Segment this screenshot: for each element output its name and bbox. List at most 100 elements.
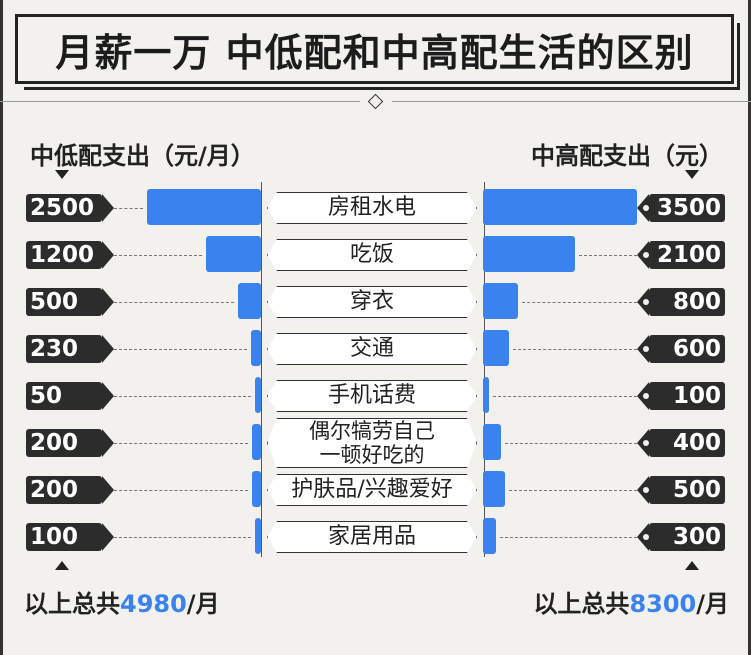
category-line: 房租水电 xyxy=(327,195,416,220)
arrow-up-right-icon xyxy=(685,561,699,570)
arrow-down-right-icon xyxy=(685,170,699,179)
right-bar xyxy=(483,518,497,554)
left-value-label: 200 xyxy=(30,430,79,456)
category-text: 家居用品 xyxy=(328,525,416,549)
right-value-label: 3500 xyxy=(656,195,721,221)
category-label: 交通 xyxy=(267,333,477,365)
right-leader xyxy=(509,490,637,491)
category-line: 家居用品 xyxy=(327,524,416,549)
category-line: 手机话费 xyxy=(327,383,416,408)
page-title: 月薪一万 中低配和中高配生活的区别 xyxy=(55,30,694,75)
category-label: 手机话费 xyxy=(267,380,477,412)
tag-hole-icon xyxy=(102,252,108,258)
tag-hole-icon xyxy=(643,534,649,540)
right-total-suffix: /月 xyxy=(696,590,729,618)
right-value-label: 2100 xyxy=(656,242,721,268)
right-value-label: 500 xyxy=(672,477,721,503)
category-line: 护肤品/兴趣爱好 xyxy=(291,477,453,502)
right-bar xyxy=(483,236,576,272)
tag-hole-icon xyxy=(102,487,108,493)
arrow-down-left-icon xyxy=(55,170,69,179)
left-value-tag: 100 xyxy=(26,523,114,551)
tag-hole-icon xyxy=(643,440,649,446)
left-bar xyxy=(250,330,261,366)
right-bar xyxy=(483,424,501,460)
right-total-value: 8300 xyxy=(629,590,697,618)
tag-hole-icon xyxy=(102,346,108,352)
right-value-tag: 100 xyxy=(637,382,725,410)
category-label: 吃饭 xyxy=(267,239,477,271)
right-bar xyxy=(483,330,510,366)
right-value-tag: 400 xyxy=(637,429,725,457)
divider-left xyxy=(0,101,360,102)
left-value-tag: 200 xyxy=(26,429,114,457)
right-bar xyxy=(483,377,489,413)
category-line: 吃饭 xyxy=(349,242,394,267)
right-value-label: 400 xyxy=(672,430,721,456)
title-box: 月薪一万 中低配和中高配生活的区别 xyxy=(15,14,740,90)
category-text: 穿衣 xyxy=(350,290,394,314)
right-leader xyxy=(493,396,637,397)
right-leader xyxy=(500,537,637,538)
category-text: 吃饭 xyxy=(350,243,394,267)
left-value-tag: 1200 xyxy=(26,241,114,269)
left-value-tag: 50 xyxy=(26,382,114,410)
category-line: 偶尔犒劳自己 xyxy=(309,419,435,443)
left-leader xyxy=(114,208,143,209)
right-value-label: 100 xyxy=(672,383,721,409)
left-value-label: 2500 xyxy=(30,195,95,221)
chart-row: 200 400 偶尔犒劳自己 一顿好吃的 xyxy=(0,422,751,462)
right-value-label: 300 xyxy=(672,524,721,550)
category-label: 房租水电 xyxy=(267,192,477,224)
chart-row: 1200 2100 吃饭 xyxy=(0,234,751,274)
right-value-label: 800 xyxy=(672,289,721,315)
left-leader xyxy=(114,302,235,303)
left-value-label: 100 xyxy=(30,524,79,550)
tag-hole-icon xyxy=(102,299,108,305)
right-value-tag: 500 xyxy=(637,476,725,504)
left-leader xyxy=(114,255,203,256)
category-text: 护肤品/兴趣爱好 xyxy=(291,478,452,502)
right-bar xyxy=(483,471,505,507)
right-leader xyxy=(579,255,637,256)
right-value-tag: 800 xyxy=(637,288,725,316)
right-value-tag: 300 xyxy=(637,523,725,551)
divider-right xyxy=(392,101,751,102)
right-total-prefix: 以上总共 xyxy=(533,590,630,618)
category-line: 穿衣 xyxy=(349,289,394,314)
tag-hole-icon xyxy=(102,534,108,540)
category-text: 房租水电 xyxy=(328,196,416,220)
right-value-tag: 2100 xyxy=(637,241,725,269)
tag-hole-icon xyxy=(102,393,108,399)
left-bar xyxy=(206,236,261,272)
tag-hole-icon xyxy=(643,393,649,399)
left-total-value: 4980 xyxy=(120,590,187,618)
left-leader xyxy=(114,396,251,397)
right-total: 以上总共8300/月 xyxy=(533,584,729,619)
right-leader xyxy=(513,349,637,350)
left-bar xyxy=(238,283,261,319)
left-leader xyxy=(114,537,251,538)
arrow-up-left-icon xyxy=(55,561,69,570)
left-bar xyxy=(251,424,261,460)
left-bar xyxy=(255,518,261,554)
category-text: 手机话费 xyxy=(328,384,416,408)
category-label: 家居用品 xyxy=(267,521,477,553)
left-header: 中低配支出（元/月） xyxy=(30,142,255,170)
chart-row: 230 600 交通 xyxy=(0,328,751,368)
category-line: 一顿好吃的 xyxy=(319,443,425,467)
tag-hole-icon xyxy=(643,252,649,258)
category-label: 护肤品/兴趣爱好 xyxy=(267,474,477,506)
category-line: 交通 xyxy=(349,336,394,361)
left-leader xyxy=(114,443,248,444)
left-bar xyxy=(255,377,261,413)
tag-hole-icon xyxy=(643,299,649,305)
left-total-suffix: /月 xyxy=(186,590,220,618)
left-leader xyxy=(114,490,248,491)
left-total-prefix: 以上总共 xyxy=(24,590,120,618)
left-value-tag: 2500 xyxy=(26,194,114,222)
right-header: 中高配支出（元） xyxy=(531,142,723,170)
tag-hole-icon xyxy=(643,346,649,352)
chart-row: 200 500 护肤品/兴趣爱好 xyxy=(0,469,751,509)
